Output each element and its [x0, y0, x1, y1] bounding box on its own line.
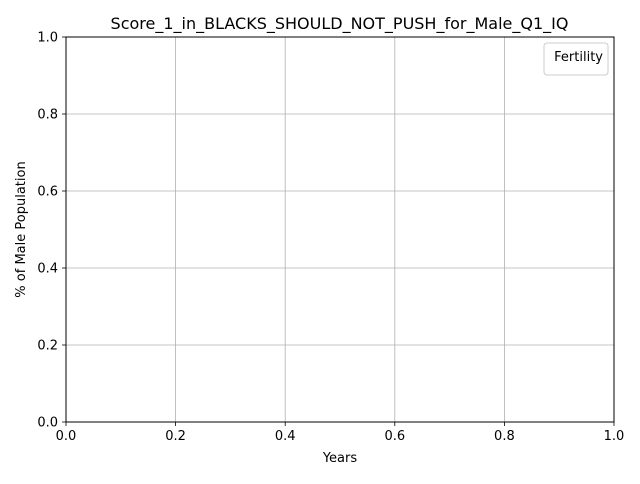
legend-box: [543, 42, 609, 76]
chart-title: Score_1_in_BLACKS_SHOULD_NOT_PUSH_for_Ma…: [111, 14, 569, 34]
axis-ticks: 0.0 0.2 0.4 0.6 0.8 1.0 0.0 0.2 0.4 0.6 0.8 1.0: [37, 31, 624, 445]
y-tick-label: 0.8: [37, 108, 58, 123]
x-tick-label: 0.2: [165, 429, 186, 444]
axes-frame: [65, 36, 615, 423]
y-tick-label: 0.2: [37, 339, 58, 354]
x-tick-label: 0.4: [275, 429, 296, 444]
x-tick-label: 0.8: [494, 429, 515, 444]
y-axis-label: % of Male Population: [14, 161, 29, 297]
y-tick-label: 0.4: [37, 262, 58, 277]
x-tick-label: 0.0: [56, 429, 77, 444]
legend-title: Fertility: [554, 50, 603, 65]
y-tick-label: 0.0: [37, 416, 58, 431]
plot-area: [66, 37, 614, 422]
y-tick-label: 0.6: [37, 185, 58, 200]
x-axis-label: Years: [322, 451, 358, 466]
grid-lines: [65, 36, 615, 423]
legend: Fertility: [543, 42, 609, 76]
x-tick-label: 0.6: [384, 429, 405, 444]
x-tick-label: 1.0: [604, 429, 625, 444]
y-tick-label: 1.0: [37, 31, 58, 46]
